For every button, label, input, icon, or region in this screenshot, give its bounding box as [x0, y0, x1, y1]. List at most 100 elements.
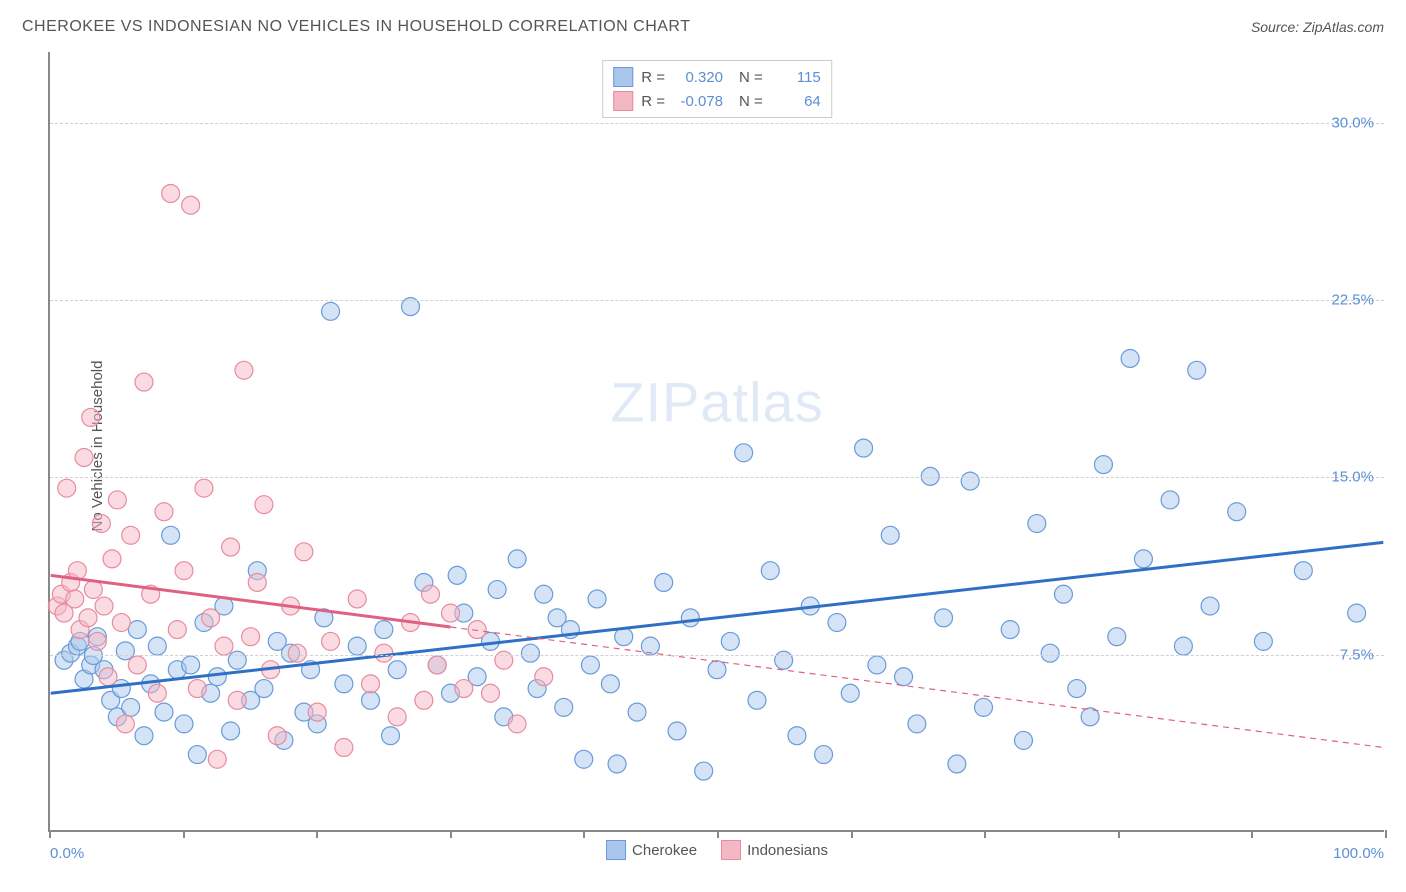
data-point: [375, 621, 393, 639]
data-point: [288, 644, 306, 662]
data-point: [948, 755, 966, 773]
data-point: [422, 585, 440, 603]
data-point: [322, 302, 340, 320]
data-point: [455, 680, 473, 698]
data-point: [748, 691, 766, 709]
data-point: [735, 444, 753, 462]
data-point: [66, 590, 84, 608]
data-point: [601, 675, 619, 693]
chart-title: CHEROKEE VS INDONESIAN NO VEHICLES IN HO…: [22, 18, 690, 36]
plot-area: ZIPatlas R =0.320N =115R =-0.078N =64 0.…: [48, 52, 1384, 832]
data-point: [828, 614, 846, 632]
data-point: [103, 550, 121, 568]
data-point: [1108, 628, 1126, 646]
data-point: [255, 680, 273, 698]
data-point: [362, 691, 380, 709]
data-point: [188, 746, 206, 764]
data-point: [58, 479, 76, 497]
data-point: [335, 739, 353, 757]
data-point: [428, 656, 446, 674]
gridline: [50, 123, 1384, 124]
series-legend-item: Cherokee: [606, 840, 697, 860]
data-point: [935, 609, 953, 627]
data-point: [508, 550, 526, 568]
data-point: [535, 585, 553, 603]
series-legend: CherokeeIndonesians: [606, 840, 828, 860]
data-point: [1228, 503, 1246, 521]
data-point: [182, 656, 200, 674]
plot-svg: [50, 52, 1384, 830]
data-point: [128, 656, 146, 674]
data-point: [761, 562, 779, 580]
legend-n-label: N =: [739, 93, 763, 110]
data-point: [488, 581, 506, 599]
data-point: [148, 684, 166, 702]
data-point: [448, 566, 466, 584]
data-point: [116, 642, 134, 660]
data-point: [84, 581, 102, 599]
data-point: [695, 762, 713, 780]
data-point: [555, 698, 573, 716]
data-point: [581, 656, 599, 674]
y-tick-label: 15.0%: [1331, 469, 1374, 486]
chart-source: Source: ZipAtlas.com: [1251, 19, 1384, 35]
data-point: [975, 698, 993, 716]
data-point: [655, 573, 673, 591]
data-point: [961, 472, 979, 490]
correlation-legend-row: R =0.320N =115: [613, 65, 821, 89]
data-point: [122, 526, 140, 544]
data-point: [135, 727, 153, 745]
x-tick: [984, 830, 986, 838]
data-point: [895, 668, 913, 686]
data-point: [1121, 350, 1139, 368]
legend-r-value: 0.320: [673, 69, 723, 86]
data-point: [188, 680, 206, 698]
data-point: [1028, 515, 1046, 533]
x-axis-min-label: 0.0%: [50, 845, 84, 862]
data-point: [881, 526, 899, 544]
data-point: [235, 361, 253, 379]
data-point: [75, 449, 93, 467]
data-point: [295, 543, 313, 561]
data-point: [92, 515, 110, 533]
series-legend-label: Cherokee: [632, 842, 697, 859]
data-point: [112, 614, 130, 632]
data-point: [388, 661, 406, 679]
data-point: [168, 621, 186, 639]
x-tick: [1118, 830, 1120, 838]
x-tick: [717, 830, 719, 838]
data-point: [855, 439, 873, 457]
data-point: [415, 691, 433, 709]
x-tick: [1251, 830, 1253, 838]
x-tick: [583, 830, 585, 838]
data-point: [1015, 731, 1033, 749]
x-axis-max-label: 100.0%: [1333, 845, 1384, 862]
data-point: [175, 562, 193, 580]
data-point: [255, 496, 273, 514]
legend-swatch: [613, 67, 633, 87]
data-point: [1134, 550, 1152, 568]
data-point: [628, 703, 646, 721]
data-point: [95, 597, 113, 615]
legend-swatch: [721, 840, 741, 860]
data-point: [1348, 604, 1366, 622]
data-point: [175, 715, 193, 733]
data-point: [868, 656, 886, 674]
legend-r-label: R =: [641, 93, 665, 110]
data-point: [721, 632, 739, 650]
x-tick: [49, 830, 51, 838]
data-point: [208, 668, 226, 686]
correlation-legend-row: R =-0.078N =64: [613, 89, 821, 113]
gridline: [50, 477, 1384, 478]
legend-r-label: R =: [641, 69, 665, 86]
data-point: [182, 196, 200, 214]
gridline: [50, 655, 1384, 656]
data-point: [708, 661, 726, 679]
y-tick-label: 22.5%: [1331, 292, 1374, 309]
data-point: [815, 746, 833, 764]
data-point: [88, 632, 106, 650]
data-point: [242, 628, 260, 646]
data-point: [388, 708, 406, 726]
data-point: [382, 727, 400, 745]
data-point: [588, 590, 606, 608]
